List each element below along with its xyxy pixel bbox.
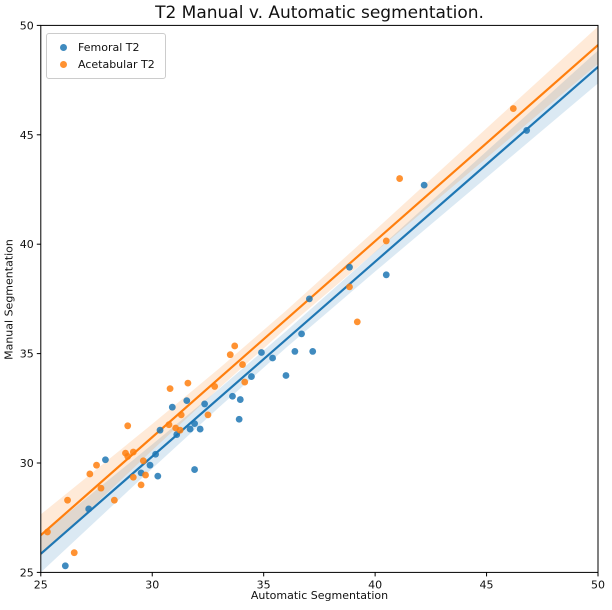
x-axis-label: Automatic Segmentation — [250, 589, 389, 602]
scatter-point-femoral — [309, 348, 317, 355]
scatter-point-acetabular — [142, 471, 149, 479]
scatter-point-acetabular — [70, 549, 78, 557]
x-tick-label: 50 — [591, 578, 605, 591]
y-tick-label: 40 — [20, 238, 34, 251]
legend-item-acetabular: Acetabular T2 — [54, 56, 155, 73]
scatter-point-acetabular — [110, 496, 118, 504]
y-tick-label: 25 — [20, 566, 34, 579]
x-tick-label: 25 — [34, 578, 48, 591]
scatter-point-femoral — [346, 263, 353, 271]
x-tick-label: 45 — [480, 578, 494, 591]
scatter-point-femoral — [258, 349, 265, 356]
legend-label-femoral: Femoral T2 — [78, 41, 140, 54]
scatter-point-acetabular — [165, 421, 173, 429]
scatter-point-femoral — [382, 271, 390, 279]
scatter-point-femoral — [420, 181, 428, 189]
regression-line-acetabular — [40, 44, 599, 537]
scatter-point-femoral — [191, 466, 198, 473]
scatter-point-femoral — [298, 330, 305, 338]
regression-line-femoral — [40, 66, 599, 555]
scatter-point-femoral — [282, 372, 290, 379]
scatter-point-acetabular — [177, 411, 185, 419]
scatter-point-acetabular — [226, 351, 234, 359]
scatter-point-femoral — [183, 397, 191, 405]
scatter-point-acetabular — [86, 470, 94, 478]
scatter-point-acetabular — [97, 484, 105, 492]
scatter-point-acetabular — [44, 528, 51, 536]
scatter-point-femoral — [156, 426, 164, 434]
legend-marker-acetabular-icon — [60, 61, 67, 68]
scatter-point-acetabular — [396, 175, 404, 182]
legend: Femoral T2 Acetabular T2 — [46, 33, 166, 79]
x-tick-label: 35 — [257, 578, 271, 591]
x-tick-label: 30 — [145, 578, 159, 591]
scatter-point-acetabular — [382, 237, 390, 245]
scatter-point-acetabular — [129, 448, 137, 456]
scatter-point-femoral — [269, 354, 276, 362]
scatter-point-femoral — [248, 373, 255, 380]
legend-item-femoral: Femoral T2 — [54, 39, 155, 56]
scatter-point-acetabular — [353, 318, 361, 326]
scatter-point-acetabular — [204, 411, 212, 419]
scatter-point-acetabular — [124, 422, 132, 430]
scatter-point-femoral — [146, 461, 154, 469]
scatter-point-femoral — [291, 348, 299, 355]
scatter-point-femoral — [154, 472, 162, 480]
y-tick-label: 35 — [20, 348, 34, 361]
legend-marker-femoral-icon — [60, 44, 67, 51]
scatter-point-acetabular — [241, 378, 249, 386]
y-axis-label: Manual Segmentation — [2, 239, 16, 360]
chart-title: T2 Manual v. Automatic segmentation. — [155, 3, 484, 23]
scatter-point-acetabular — [139, 457, 147, 465]
y-tick-label: 45 — [20, 129, 34, 142]
scatter-point-femoral — [305, 295, 313, 303]
scatter-point-femoral — [152, 450, 159, 458]
scatter-point-femoral — [61, 562, 69, 570]
scatter-point-femoral — [168, 403, 176, 411]
y-tick-label: 50 — [20, 19, 34, 32]
scatter-point-acetabular — [184, 379, 192, 387]
scatter-point-femoral — [236, 396, 244, 403]
scatter-point-femoral — [186, 425, 194, 433]
scatter-point-acetabular — [231, 342, 239, 350]
scatter-point-acetabular — [166, 385, 174, 393]
scatter-point-acetabular — [509, 105, 517, 112]
legend-label-acetabular: Acetabular T2 — [78, 58, 155, 71]
y-tick-label: 30 — [20, 457, 34, 470]
scatter-point-femoral — [201, 400, 209, 408]
scatter-point-femoral — [85, 505, 93, 513]
scatter-point-femoral — [191, 420, 198, 428]
plot-border — [40, 24, 599, 573]
scatter-point-acetabular — [64, 496, 71, 504]
scatter-point-acetabular — [93, 461, 100, 469]
scatter-point-femoral — [229, 392, 236, 400]
scatter-point-acetabular — [124, 453, 132, 460]
scatter-point-acetabular — [137, 481, 145, 489]
scatter-point-acetabular — [176, 426, 184, 434]
scatter-point-acetabular — [239, 361, 246, 368]
scatter-point-femoral — [102, 456, 109, 464]
scatter-point-femoral — [196, 425, 204, 433]
scatter-point-femoral — [235, 415, 243, 423]
scatter-point-acetabular — [129, 473, 137, 481]
scatter-point-acetabular — [346, 283, 353, 291]
x-tick-label: 40 — [368, 578, 382, 591]
scatter-point-acetabular — [211, 383, 219, 390]
scatter-point-femoral — [523, 127, 531, 134]
